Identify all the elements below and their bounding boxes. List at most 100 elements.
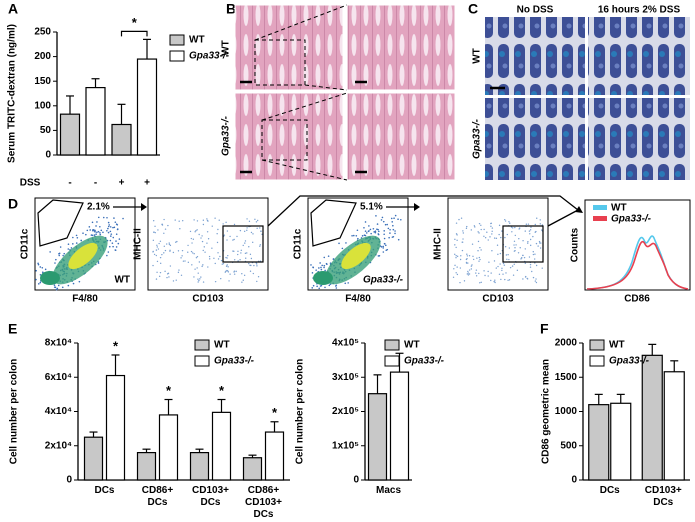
event: [67, 248, 70, 250]
event: [506, 233, 509, 236]
gate: [502, 225, 544, 263]
event: [490, 225, 492, 228]
event: [459, 258, 462, 261]
x-axis-label: DSS: [20, 178, 41, 189]
event: [91, 221, 94, 224]
density: [313, 271, 333, 285]
flow-plot: [147, 197, 269, 291]
x-tick-label: CD103+ DCs: [192, 485, 229, 508]
event: [220, 277, 222, 280]
x-axis-label: F4/80: [345, 294, 371, 305]
event: [82, 232, 84, 234]
arrow-head: [414, 203, 420, 211]
event: [158, 275, 161, 278]
event: [471, 264, 473, 266]
event: [315, 269, 317, 271]
event: [527, 223, 530, 225]
event: [181, 249, 184, 252]
event: [458, 218, 460, 221]
bar: [105, 374, 126, 481]
event: [99, 233, 102, 236]
event: [248, 246, 250, 248]
y-tick-label: 4x10⁴: [45, 406, 72, 417]
event: [233, 270, 236, 272]
event: [102, 231, 104, 234]
significance-bracket: [120, 30, 148, 37]
event: [504, 219, 506, 221]
event: [163, 218, 165, 221]
event: [504, 245, 507, 248]
event: [85, 233, 87, 236]
event: [487, 239, 489, 241]
flow-plot: [447, 197, 549, 291]
y-tick-label: 1000: [555, 406, 578, 417]
event: [39, 266, 42, 268]
event: [456, 239, 458, 241]
event: [201, 235, 203, 237]
event: [202, 264, 204, 266]
y-tick-label: 8x10⁴: [45, 338, 72, 349]
event: [112, 226, 114, 229]
y-axis-label: Cell number per colon: [295, 359, 306, 465]
event: [382, 220, 385, 223]
event: [498, 273, 501, 275]
event: [529, 233, 531, 235]
event: [534, 262, 536, 264]
event: [198, 279, 200, 282]
event: [380, 219, 383, 221]
event: [239, 229, 242, 232]
event: [394, 232, 396, 235]
event: [216, 241, 219, 244]
event: [169, 244, 172, 247]
event: [390, 217, 393, 220]
event: [508, 279, 511, 281]
event: [335, 287, 338, 289]
event: [248, 220, 251, 223]
event: [382, 247, 384, 249]
event: [529, 266, 532, 268]
event: [466, 273, 469, 275]
event: [37, 262, 39, 265]
event: [245, 257, 247, 259]
event: [389, 232, 391, 234]
event: [529, 263, 532, 266]
event: [527, 241, 529, 243]
event: [378, 230, 380, 233]
panel-label: D: [8, 196, 18, 212]
event: [392, 224, 394, 227]
event: [478, 232, 480, 234]
event: [163, 252, 165, 254]
y-tick-label: 150: [34, 76, 51, 87]
legend-label: WT: [214, 340, 230, 351]
event: [152, 239, 155, 242]
event: [323, 256, 326, 259]
event: [201, 265, 203, 268]
event: [383, 233, 385, 236]
event: [211, 225, 213, 227]
event: [108, 224, 111, 226]
event: [508, 258, 510, 261]
legend-swatch: [593, 216, 607, 221]
event: [456, 234, 458, 236]
event: [490, 279, 492, 282]
event: [524, 248, 526, 250]
event: [377, 255, 380, 257]
event: [153, 253, 156, 256]
event: [504, 236, 506, 239]
gate: [37, 199, 84, 247]
event: [524, 276, 527, 278]
y-tick-label: 1x10⁵: [332, 440, 359, 451]
y-axis-label: Counts: [570, 227, 581, 262]
event: [246, 227, 248, 229]
event: [244, 240, 247, 242]
event: [165, 243, 168, 245]
event: [198, 261, 201, 263]
event: [167, 224, 169, 227]
x-tick-label: +: [144, 178, 150, 189]
event: [202, 223, 205, 226]
y-tick-label: 500: [560, 440, 577, 451]
event: [154, 231, 156, 234]
event: [486, 231, 488, 233]
event: [363, 234, 366, 237]
event: [199, 278, 201, 280]
